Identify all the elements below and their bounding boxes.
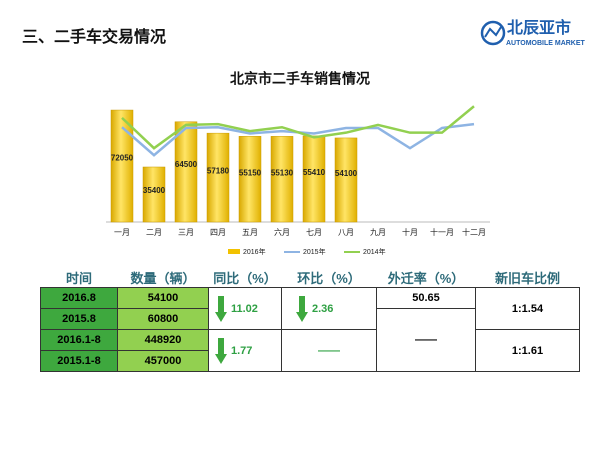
header-cell: 数量（辆） [130,271,196,286]
period-cell: 2016.8 [40,287,118,309]
data-label: 55410 [303,168,326,177]
mom-value: 2.36 [312,302,334,315]
bar [206,132,230,223]
down-arrow [215,337,227,364]
x-tick-label: 一月 [114,228,130,237]
x-tick-label: 三月 [178,228,194,237]
slide: 三、二手车交易情况 北辰亚市 AUTOMOBILE MARKET 北京市二手车销… [22,18,586,256]
period-cell: 2016.1-8 [40,329,118,351]
header-cell: 环比（%） [297,271,361,286]
header-cell: 外迁率（%） [387,271,465,286]
x-tick-label: 七月 [306,228,322,237]
count-cell: 54100 [117,287,209,309]
data-label: 64500 [175,160,198,169]
period-cell: 2015.8 [40,308,118,330]
logo: 北辰亚市 AUTOMOBILE MARKET [480,18,586,47]
period-cell: 2015.1-8 [40,350,118,372]
yoy-cell: 11.02 [208,287,282,330]
data-table: 时间 数量（辆） 同比（%） 环比（%） 外迁率（%） 新旧车比例 2016.8… [40,268,580,372]
down-arrow [215,295,227,322]
header-cell: 新旧车比例 [494,271,560,286]
yoy-value: 11.02 [231,302,258,315]
bar [270,136,294,223]
data-label: 55130 [271,168,294,177]
legend-label: 2015年 [303,247,326,256]
data-label: 35400 [143,186,166,195]
x-tick-label: 六月 [274,227,290,237]
legend-swatch [228,249,240,254]
bar [334,137,358,223]
x-tick-label: 五月 [242,228,258,237]
logo-text: 北辰亚市 [507,18,571,37]
bar [110,109,134,223]
line-series [121,105,475,150]
count-cell: 448920 [117,329,209,351]
mom-cell: —— [281,329,377,372]
bar [174,121,198,223]
x-tick-label: 八月 [338,228,354,237]
bar [302,135,326,223]
header-row: 时间 数量（辆） 同比（%） 环比（%） 外迁率（%） 新旧车比例 [41,268,580,288]
chart-title: 北京市二手车销售情况 [230,71,370,87]
x-tick-label: 九月 [370,228,386,237]
x-tick-label: 二月 [146,228,162,237]
bar [142,166,166,223]
outflow-cell: —— [376,308,476,372]
bar [238,136,262,223]
outflow-cell: 50.65 [376,287,476,309]
yoy-value: 1.77 [231,344,253,357]
data-label: 55150 [239,168,262,177]
ratio-cell: 1:1.54 [475,287,580,330]
x-tick-label: 十一月 [430,227,454,237]
legend-label: 2016年 [243,247,266,256]
slide-title: 三、二手车交易情况 [22,27,166,46]
data-label: 57180 [207,166,230,175]
count-cell: 60800 [117,308,209,330]
ratio-cell: 1:1.61 [475,329,580,372]
data-label: 72050 [111,153,134,162]
x-tick-label: 十月 [402,227,418,237]
count-cell: 457000 [117,350,209,372]
x-tick-label: 十二月 [462,227,486,237]
down-arrow [296,295,308,322]
legend-label: 2014年 [363,247,386,256]
x-tick-label: 四月 [210,228,226,237]
header-cell: 时间 [65,271,92,286]
logo-subtext: AUTOMOBILE MARKET [506,40,586,47]
header-cell: 同比（%） [213,271,277,286]
mom-cell: 2.36 [281,287,377,330]
yoy-cell: 1.77 [208,329,282,372]
data-label: 54100 [335,169,358,178]
